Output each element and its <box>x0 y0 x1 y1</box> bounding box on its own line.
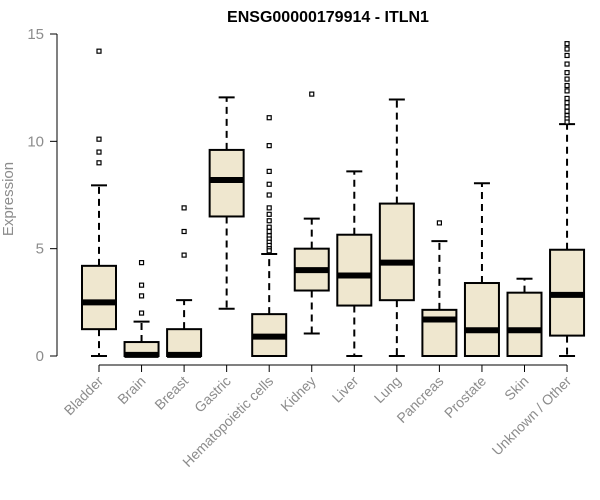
outlier-point <box>96 149 102 155</box>
iqr-box <box>81 264 117 331</box>
outlier-point <box>138 260 145 266</box>
outlier-point <box>564 61 570 67</box>
outlier-point <box>266 115 272 121</box>
outlier-point <box>266 205 272 211</box>
iqr-box <box>336 233 373 307</box>
x-tick-label: Prostate <box>441 373 489 421</box>
x-tick-label: Skin <box>501 373 532 404</box>
outlier-point <box>266 224 272 230</box>
box-unknown-other <box>549 41 586 357</box>
outlier-point <box>266 211 272 217</box>
outlier-point <box>564 41 570 47</box>
chart-title: ENSG00000179914 - ITLN1 <box>227 9 429 26</box>
outlier-point <box>266 218 272 224</box>
outlier-point <box>564 108 570 114</box>
box-kidney <box>293 91 330 335</box>
box-breast <box>166 205 203 358</box>
outlier-point <box>436 220 442 226</box>
outlier-point <box>564 70 570 76</box>
outlier-point <box>181 205 187 211</box>
outlier-point <box>96 136 102 142</box>
box-skin <box>506 277 543 358</box>
y-tick-label: 0 <box>36 348 44 365</box>
iqr-box <box>166 328 203 357</box>
outlier-point <box>138 282 145 288</box>
outlier-point <box>564 100 570 106</box>
outlier-point <box>564 104 570 110</box>
y-tick-label: 5 <box>36 241 44 258</box>
outlier-point <box>96 48 102 54</box>
outlier-point <box>564 82 570 89</box>
outlier-point <box>266 143 272 149</box>
outlier-point <box>266 181 272 187</box>
outlier-point <box>564 88 570 94</box>
outlier-point <box>181 252 187 258</box>
boxes <box>81 41 586 358</box>
outlier-point <box>266 168 272 174</box>
outlier-point <box>309 91 315 97</box>
box-bladder <box>81 48 117 357</box>
outlier-point <box>266 228 272 235</box>
outlier-point <box>138 310 145 316</box>
outlier-point <box>96 160 102 166</box>
box-liver <box>336 170 373 357</box>
x-tick-label: Unknown / Other <box>489 373 575 459</box>
x-tick-label: Pancreas <box>393 373 446 426</box>
y-axis-label: Expression <box>0 162 17 236</box>
outlier-point <box>564 52 570 59</box>
outlier-point <box>564 95 570 102</box>
outlier-point <box>138 293 145 299</box>
outlier-point <box>564 119 570 125</box>
iqr-box <box>506 291 543 358</box>
x-tick-label: Kidney <box>277 373 319 415</box>
box-prostate <box>463 182 500 357</box>
x-tick-label: Bladder <box>61 373 107 419</box>
box-lung <box>378 98 415 357</box>
outlier-point <box>181 228 187 235</box>
x-tick-label: Brain <box>114 373 148 407</box>
box-gastric <box>208 96 245 310</box>
box-brain <box>123 260 160 358</box>
box-pancreas <box>421 220 458 358</box>
outlier-point <box>564 76 570 82</box>
y-tick-label: 15 <box>27 26 44 43</box>
x-tick-label: Lung <box>371 373 404 406</box>
outlier-point <box>564 46 570 52</box>
x-tick-label: Breast <box>151 373 191 413</box>
iqr-box <box>463 282 500 357</box>
y-tick-label: 10 <box>27 133 44 150</box>
box-hematopoietic-cells <box>251 115 288 358</box>
outlier-point <box>266 192 272 198</box>
x-tick-label: Liver <box>329 373 362 406</box>
iqr-box <box>378 202 415 302</box>
iqr-box <box>208 148 245 218</box>
outlier-point <box>266 248 272 254</box>
